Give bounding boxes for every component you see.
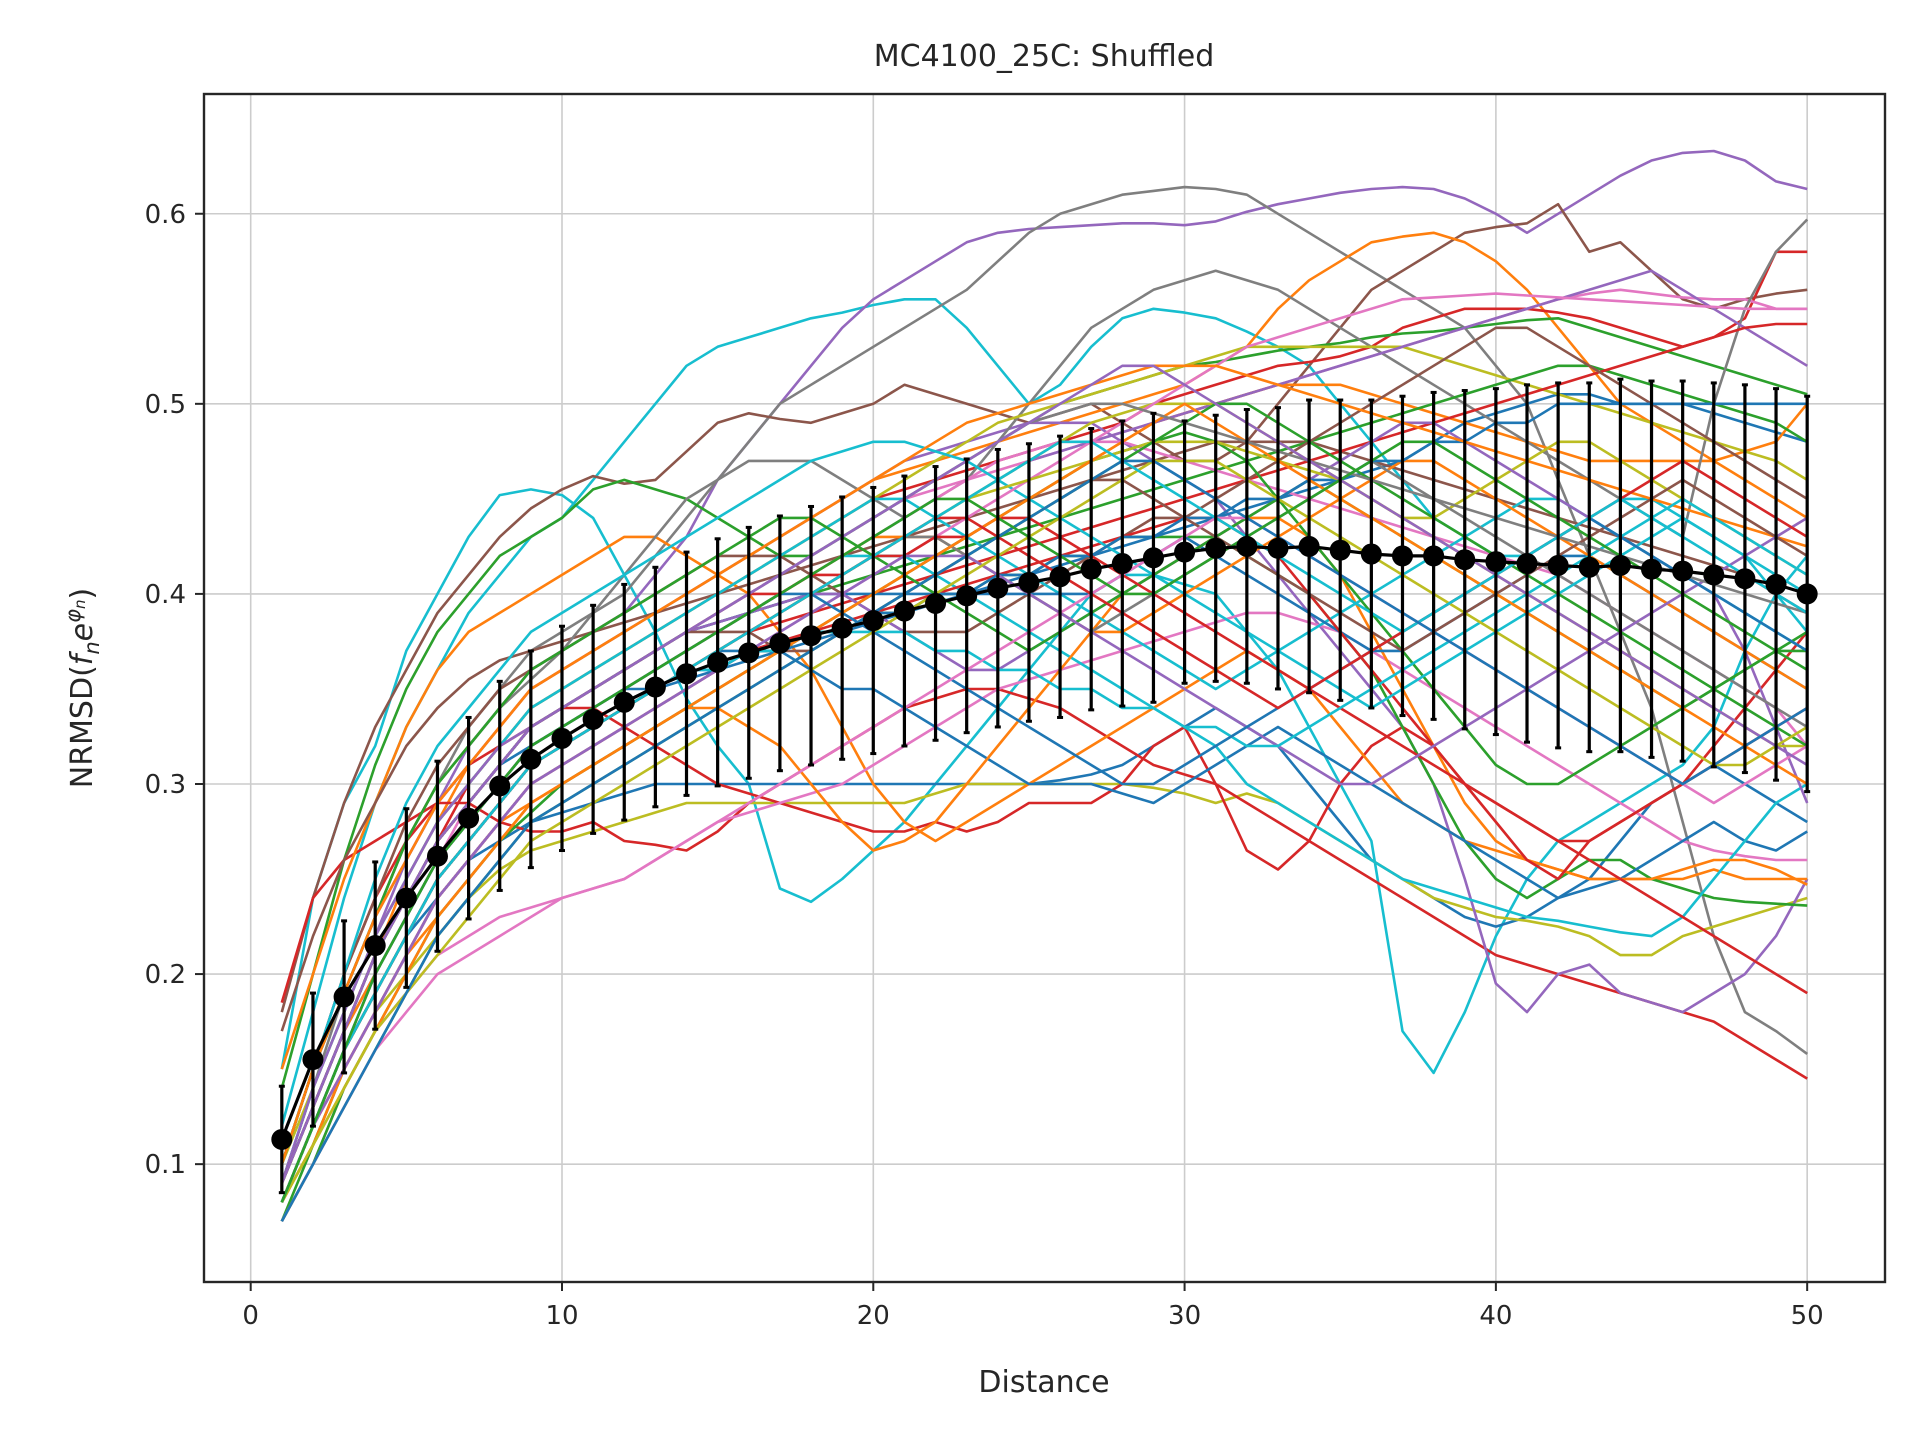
x-tick-label: 30 bbox=[1168, 1301, 1201, 1331]
chart-title: MC4100_25C: Shuffled bbox=[874, 39, 1215, 74]
x-tick-label: 0 bbox=[242, 1301, 259, 1331]
mean-point bbox=[1267, 537, 1289, 559]
y-label-phi: φ bbox=[61, 609, 85, 623]
mean-point bbox=[395, 887, 417, 909]
mean-point bbox=[1329, 539, 1351, 561]
mean-point bbox=[1703, 564, 1725, 586]
mean-point bbox=[1485, 551, 1507, 573]
y-label-phi-sub: n bbox=[71, 599, 89, 609]
mean-point bbox=[520, 748, 542, 770]
x-tick-label: 20 bbox=[857, 1301, 890, 1331]
mean-point bbox=[1391, 545, 1413, 567]
series-lines bbox=[280, 149, 1809, 1222]
mean-series bbox=[271, 535, 1818, 1150]
mean-point bbox=[1111, 552, 1133, 574]
mean-point bbox=[333, 986, 355, 1008]
series-line-47 bbox=[280, 516, 1808, 1203]
series-line-51 bbox=[280, 402, 1808, 1203]
mean-point bbox=[987, 577, 1009, 599]
mean-point bbox=[769, 632, 791, 654]
axis-ticks: 0 10 20 30 40 50 0.1 0.2 0.3 0.4 0.5 0.6 bbox=[145, 200, 1824, 1331]
mean-point bbox=[582, 708, 604, 730]
plot-frame bbox=[202, 92, 1887, 1284]
x-tick-label: 10 bbox=[545, 1301, 578, 1331]
mean-point bbox=[1298, 535, 1320, 557]
mean-point bbox=[676, 663, 698, 685]
mean-point bbox=[644, 676, 666, 698]
mean-point bbox=[458, 807, 480, 829]
mean-point bbox=[489, 775, 511, 797]
mean-point bbox=[1174, 541, 1196, 563]
y-tick-label: 0.3 bbox=[145, 770, 186, 800]
mean-point bbox=[925, 592, 947, 614]
mean-point bbox=[613, 691, 635, 713]
mean-point bbox=[1080, 558, 1102, 580]
series-line-56 bbox=[280, 364, 1808, 1184]
mean-point bbox=[426, 845, 448, 867]
mean-point bbox=[302, 1049, 324, 1071]
y-axis-label: NRMSD(fneφn) bbox=[61, 588, 104, 788]
y-label-e: e bbox=[65, 623, 100, 641]
series-line-20 bbox=[280, 611, 1808, 1222]
x-tick-label: 50 bbox=[1791, 1301, 1824, 1331]
y-tick-label: 0.4 bbox=[145, 580, 186, 610]
mean-point bbox=[1142, 547, 1164, 569]
series-line-19 bbox=[280, 440, 1808, 1032]
y-tick-label: 0.1 bbox=[145, 1150, 186, 1180]
y-tick-label: 0.5 bbox=[145, 390, 186, 420]
mean-point bbox=[1578, 556, 1600, 578]
mean-point bbox=[1547, 554, 1569, 576]
mean-point bbox=[1049, 566, 1071, 588]
mean-point bbox=[1205, 537, 1227, 559]
mean-point bbox=[800, 625, 822, 647]
y-label-suffix: ) bbox=[65, 588, 100, 600]
mean-point bbox=[1765, 573, 1787, 595]
mean-point bbox=[1236, 535, 1258, 557]
x-tick-label: 40 bbox=[1479, 1301, 1512, 1331]
mean-point bbox=[707, 651, 729, 673]
mean-point bbox=[831, 617, 853, 639]
mean-point bbox=[862, 610, 884, 632]
series-line-1 bbox=[280, 488, 1809, 1075]
mean-point bbox=[1360, 543, 1382, 565]
mean-point bbox=[271, 1128, 293, 1150]
mean-point bbox=[1454, 549, 1476, 571]
mean-point bbox=[364, 935, 386, 957]
series-line-10 bbox=[280, 706, 1808, 1203]
mean-point bbox=[1734, 568, 1756, 590]
series-line-21 bbox=[280, 218, 1809, 1184]
y-label-f-sub: n bbox=[80, 641, 104, 654]
series-line-4 bbox=[280, 185, 1808, 1165]
series-line-59 bbox=[280, 440, 1808, 1203]
series-line-12 bbox=[280, 687, 1808, 1080]
mean-point bbox=[1516, 552, 1538, 574]
mean-point bbox=[893, 600, 915, 622]
y-label-prefix: NRMSD( bbox=[65, 665, 100, 788]
mean-point bbox=[1423, 545, 1445, 567]
series-line-58 bbox=[280, 459, 1808, 1222]
mean-point bbox=[1672, 560, 1694, 582]
series-line-31 bbox=[280, 497, 1808, 1184]
y-tick-label: 0.2 bbox=[145, 960, 186, 990]
mean-point bbox=[551, 727, 573, 749]
mean-point bbox=[1796, 583, 1818, 605]
series-line-43 bbox=[280, 364, 1808, 1165]
x-axis-label: Distance bbox=[978, 1365, 1109, 1400]
y-tick-label: 0.6 bbox=[145, 200, 186, 230]
mean-point bbox=[1609, 554, 1631, 576]
mean-point bbox=[1018, 572, 1040, 594]
series-line-55 bbox=[280, 459, 1808, 1203]
mean-point bbox=[956, 585, 978, 607]
mean-point bbox=[1641, 558, 1663, 580]
mean-point bbox=[738, 642, 760, 664]
